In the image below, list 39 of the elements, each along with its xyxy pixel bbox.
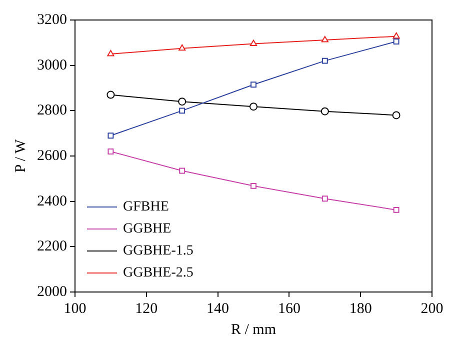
legend-label: GGBHE-2.5 xyxy=(123,266,194,281)
legend-label: GGBHE-1.5 xyxy=(123,244,194,259)
x-tick-label: 200 xyxy=(420,300,444,317)
legend-label: GFBHE xyxy=(123,200,169,215)
point xyxy=(178,44,186,51)
point xyxy=(108,148,114,154)
point xyxy=(250,40,258,46)
legend-label: GGBHE xyxy=(123,222,172,237)
point xyxy=(106,90,115,99)
point xyxy=(322,58,328,64)
point xyxy=(320,107,329,116)
point xyxy=(179,108,186,114)
point xyxy=(393,38,400,45)
point xyxy=(392,111,400,120)
point xyxy=(179,168,186,174)
point xyxy=(321,36,328,42)
y-tick-label: 3200 xyxy=(37,12,67,28)
x-tick-label: 100 xyxy=(64,300,86,317)
y-tick-label: 2000 xyxy=(37,284,67,300)
y-axis-title: P / W xyxy=(12,138,29,173)
x-axis-title: R / mm xyxy=(230,322,276,338)
y-tick-label: 2600 xyxy=(37,148,67,164)
y-tick-label: 3000 xyxy=(37,57,67,74)
y-tick-label: 2800 xyxy=(37,102,67,119)
point xyxy=(393,206,400,213)
y-tick-label: 2200 xyxy=(37,238,67,255)
y-tick-label: 2400 xyxy=(37,193,67,210)
point xyxy=(392,32,400,39)
point xyxy=(322,196,328,202)
x-tick-label: 120 xyxy=(135,300,158,317)
point xyxy=(108,132,114,139)
point xyxy=(250,82,256,88)
x-tick-label: 140 xyxy=(206,300,230,317)
point xyxy=(178,98,186,106)
x-tick-label: 160 xyxy=(278,300,300,317)
point xyxy=(250,182,256,189)
x-tick-label: 180 xyxy=(349,300,372,317)
point xyxy=(107,50,114,56)
point xyxy=(250,102,258,111)
